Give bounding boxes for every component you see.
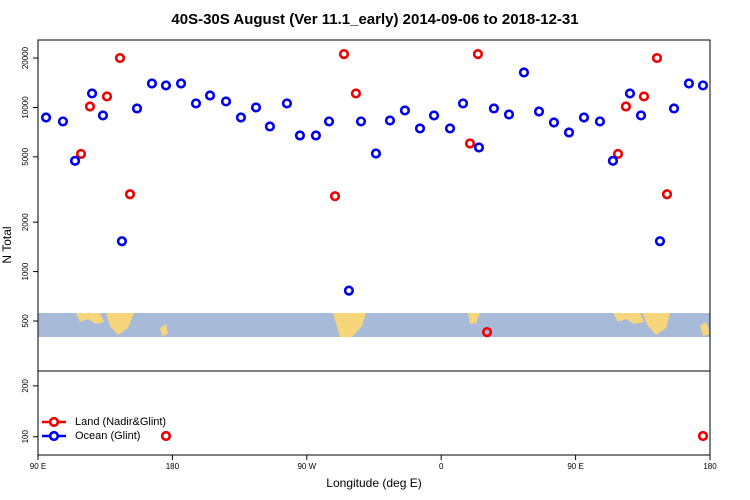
point <box>355 116 367 127</box>
x-tick-label: 180 <box>703 462 717 471</box>
point <box>661 189 673 200</box>
point <box>204 90 216 101</box>
point <box>220 96 232 107</box>
legend-marker <box>48 416 60 428</box>
point <box>160 80 172 91</box>
point <box>464 138 476 149</box>
point <box>343 285 355 296</box>
point <box>329 191 341 202</box>
point <box>414 123 426 134</box>
plot-frame <box>37 39 711 456</box>
map-land <box>160 324 168 336</box>
point <box>668 103 680 114</box>
point <box>612 148 624 160</box>
map-land <box>642 313 670 335</box>
point <box>578 112 590 123</box>
map-land <box>106 313 134 335</box>
point <box>97 110 109 121</box>
point <box>323 116 335 127</box>
point <box>86 88 98 99</box>
point <box>654 236 666 247</box>
point <box>472 48 484 60</box>
x-axis-label: Longitude (deg E) <box>326 476 421 490</box>
point <box>533 106 545 117</box>
y-tick-label: 20000 <box>21 46 30 69</box>
point <box>384 115 396 126</box>
point <box>444 123 456 134</box>
point <box>488 103 500 114</box>
map-ocean <box>38 313 710 337</box>
x-tick-label: 90 E <box>30 462 46 471</box>
point <box>114 52 126 64</box>
point <box>264 121 276 132</box>
y-tick-label: 5000 <box>21 147 30 165</box>
x-tick-label: 90 E <box>567 462 583 471</box>
map-land <box>700 322 710 336</box>
x-tick-label: 0 <box>439 462 444 471</box>
point <box>457 98 469 109</box>
map-land <box>468 313 480 324</box>
y-tick-label: 10000 <box>21 96 30 119</box>
point <box>638 91 650 102</box>
point <box>75 148 87 160</box>
point <box>428 110 440 121</box>
point <box>473 142 485 153</box>
legend-label: Ocean (Glint) <box>75 430 140 442</box>
point <box>250 102 262 113</box>
map-land <box>76 313 104 324</box>
point <box>281 98 293 109</box>
point <box>294 130 306 141</box>
point <box>190 98 202 109</box>
point <box>607 155 619 166</box>
map-strip <box>38 313 710 337</box>
point <box>563 127 575 138</box>
point <box>338 48 350 60</box>
y-tick-label: 2000 <box>21 213 30 231</box>
point <box>370 148 382 159</box>
map-land <box>613 313 644 324</box>
point <box>146 78 158 89</box>
y-tick-label: 1000 <box>21 262 30 280</box>
point <box>548 117 560 128</box>
point <box>124 189 136 200</box>
legend-label: Land (Nadir&Glint) <box>75 416 166 428</box>
y-axis-label: N Total <box>0 226 14 263</box>
point <box>175 78 187 89</box>
y-tick-label: 200 <box>21 379 30 393</box>
y-tick-label: 500 <box>21 314 30 328</box>
point <box>651 52 663 64</box>
point <box>310 130 322 141</box>
point <box>160 430 172 442</box>
chart-title: 40S-30S August (Ver 11.1_early) 2014-09-… <box>171 11 578 28</box>
point <box>235 112 247 123</box>
point <box>624 88 636 99</box>
point <box>697 430 709 442</box>
point <box>594 116 606 127</box>
legend-marker <box>48 430 60 442</box>
point <box>350 88 362 99</box>
point <box>518 67 530 78</box>
point <box>57 116 69 127</box>
point <box>69 155 81 166</box>
point <box>620 101 632 112</box>
point <box>399 105 411 116</box>
x-tick-label: 180 <box>166 462 180 471</box>
x-tick-label: 90 W <box>297 462 316 471</box>
point <box>503 109 515 120</box>
point <box>131 103 143 114</box>
point <box>683 78 695 89</box>
point <box>101 91 113 102</box>
point <box>40 112 52 123</box>
y-tick-label: 100 <box>21 430 30 444</box>
point <box>84 101 96 112</box>
point <box>697 80 709 91</box>
point <box>481 326 493 338</box>
point <box>635 110 647 121</box>
point <box>116 236 128 247</box>
map-land <box>333 313 366 337</box>
